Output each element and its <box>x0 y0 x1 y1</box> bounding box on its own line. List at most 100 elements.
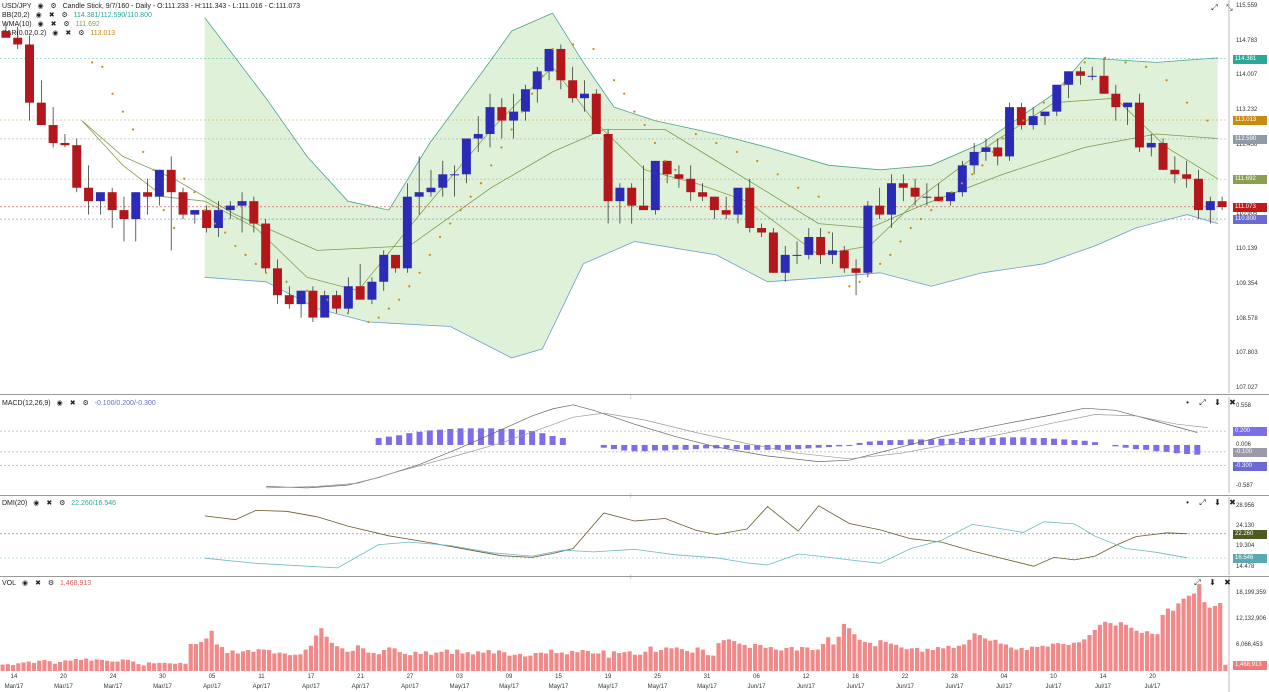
close-icon[interactable]: ✖ <box>1224 578 1231 587</box>
candle-up <box>969 151 979 166</box>
volume-bar <box>679 649 685 671</box>
eye-icon[interactable]: ◉ <box>56 399 63 407</box>
expand-icon[interactable]: ⤢ <box>1199 398 1206 407</box>
arrow-down-icon[interactable]: ⬇ <box>1214 498 1221 507</box>
volume-bar <box>47 661 52 671</box>
close-icon[interactable]: ✖ <box>1229 498 1236 507</box>
volume-bar <box>84 658 89 671</box>
volume-bar <box>533 653 538 671</box>
arrow-down-icon[interactable]: ⬇ <box>1209 578 1216 587</box>
eye-icon[interactable]: ◉ <box>35 11 42 19</box>
expand-icon[interactable]: ⤢ <box>1199 498 1206 507</box>
menu-dot-icon[interactable]: • <box>1186 498 1189 507</box>
volume-chart <box>0 577 1230 692</box>
x-tick-day: 04 <box>1000 674 1008 680</box>
dmi-minus-line <box>204 521 1188 569</box>
volume-bar <box>627 651 632 671</box>
volume-bar <box>355 645 361 671</box>
volume-bar <box>225 653 230 671</box>
close-icon[interactable]: ✖ <box>48 11 55 19</box>
candle-up <box>367 281 377 300</box>
chart-header: USD/JPY ◉ ⚙ Candle Stick, 9/7/160 - Dail… <box>2 2 300 11</box>
close-icon[interactable]: ✖ <box>1229 398 1236 407</box>
sar-dot <box>1022 119 1025 122</box>
volume-bar <box>700 649 705 671</box>
candle-up <box>981 147 991 152</box>
sar-dot <box>653 141 657 145</box>
eye-icon[interactable]: ◉ <box>21 579 29 587</box>
candle-down <box>332 295 342 309</box>
resize-grip-icon[interactable]: ⁞ <box>630 395 632 401</box>
candle-up <box>473 134 483 139</box>
sar-dot <box>1104 56 1107 59</box>
volume-bar <box>941 648 946 671</box>
gear-icon[interactable]: ⚙ <box>61 11 68 19</box>
gear-icon[interactable]: ⚙ <box>59 499 66 507</box>
expand-icon[interactable]: ⤢ <box>1211 3 1218 12</box>
resize-grip-icon[interactable]: ⁞ <box>630 494 632 500</box>
volume-bar <box>214 644 219 671</box>
wma-value: 111.692 <box>75 21 100 28</box>
gear-icon[interactable]: ⚙ <box>50 2 57 10</box>
volume-bar <box>867 642 873 671</box>
volume-bar <box>334 646 340 671</box>
volume-bar <box>105 660 110 671</box>
volume-bar <box>956 645 961 671</box>
close-icon[interactable]: ✖ <box>50 20 57 28</box>
panel-divider[interactable] <box>0 576 1269 577</box>
candle-down <box>143 192 153 197</box>
eye-icon[interactable]: ◉ <box>33 499 40 507</box>
menu-dot-icon[interactable]: • <box>1186 398 1189 407</box>
volume-bar <box>125 659 131 671</box>
volume-bar <box>230 650 235 671</box>
volume-bar <box>930 650 935 671</box>
volume-bar <box>496 650 502 671</box>
panel-divider[interactable] <box>0 495 1269 496</box>
x-tick-day: 20 <box>1149 674 1156 680</box>
sar-indicator-row: SAR(0.02,0.2) ◉ ✖ ⚙ 113.013 <box>2 29 115 38</box>
close-icon[interactable]: ✖ <box>35 579 41 587</box>
expand-icon[interactable]: ⤢ <box>1194 578 1201 587</box>
volume-bar <box>1150 633 1155 671</box>
sar-dot <box>930 209 933 212</box>
volume-bar <box>993 639 998 671</box>
macd-histogram-bar <box>692 444 699 450</box>
close-icon[interactable]: ✖ <box>46 499 53 507</box>
bb-indicator-row: BB(20,2) ◉ ✖ ⚙ 114.381/112.590/110.800 <box>2 11 152 20</box>
gear-icon[interactable]: ⚙ <box>63 20 70 28</box>
macd-histogram-bar <box>477 428 484 445</box>
sar-dot <box>111 92 114 95</box>
gear-icon[interactable]: ⚙ <box>47 579 55 587</box>
macd-histogram-bar <box>1194 444 1201 455</box>
gear-icon[interactable]: ⚙ <box>82 399 89 407</box>
resize-grip-icon[interactable]: ⁞ <box>630 575 632 581</box>
dmi-axis-label: 24.130 <box>1236 522 1255 529</box>
close-icon[interactable]: ✖ <box>69 399 76 407</box>
volume-bar <box>794 650 799 671</box>
sar-dot <box>101 65 104 68</box>
volume-bar <box>1076 642 1082 671</box>
volume-bar <box>78 659 84 671</box>
eye-icon[interactable]: ◉ <box>37 20 44 28</box>
volume-bar <box>1160 614 1165 671</box>
volume-bar <box>674 647 679 671</box>
close-icon[interactable]: ✖ <box>65 29 72 37</box>
eye-icon[interactable]: ◉ <box>37 2 44 10</box>
volume-bar <box>596 653 601 671</box>
eye-icon[interactable]: ◉ <box>52 29 59 37</box>
macd-histogram-bar <box>396 435 403 445</box>
volume-bar <box>193 644 199 671</box>
x-tick-day: 27 <box>406 674 414 680</box>
volume-axis-label: 6,066,453 <box>1236 642 1263 649</box>
sar-dot <box>213 222 216 225</box>
volume-bar <box>962 644 967 671</box>
volume-bar <box>99 659 104 671</box>
candle-up <box>544 48 554 72</box>
macd-histogram-bar <box>1173 444 1180 454</box>
sar-dot <box>899 240 902 243</box>
candle-down <box>202 210 212 229</box>
volume-bar <box>611 651 617 671</box>
gear-icon[interactable]: ⚙ <box>78 29 85 37</box>
arrow-down-icon[interactable]: ⬇ <box>1214 398 1221 407</box>
panel-divider[interactable] <box>0 394 1269 395</box>
